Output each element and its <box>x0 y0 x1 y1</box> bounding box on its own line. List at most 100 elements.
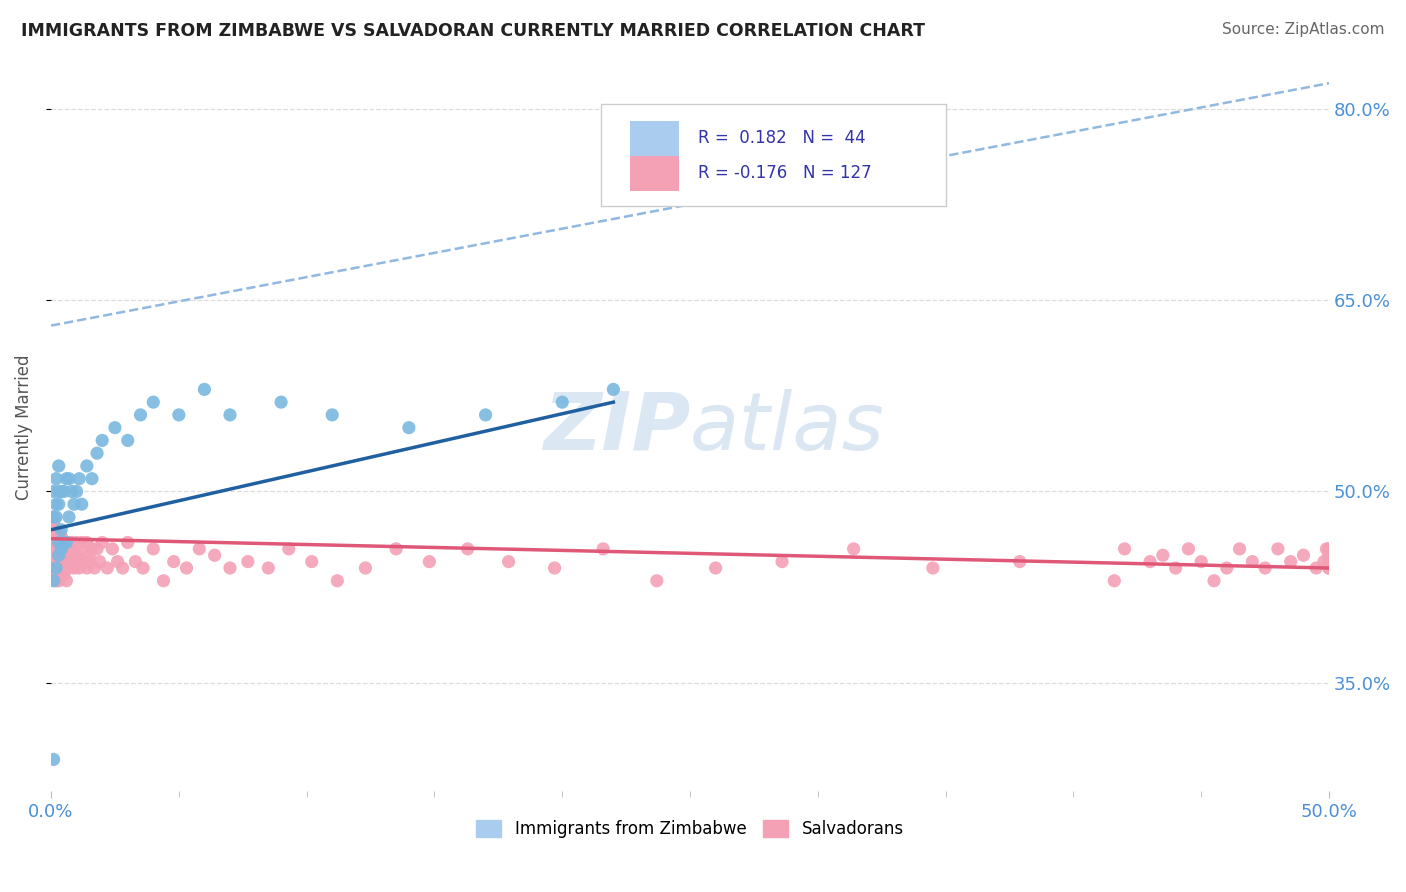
Point <box>48 567 70 582</box>
Point <box>117 535 139 549</box>
Point <box>79 548 101 562</box>
FancyBboxPatch shape <box>630 120 679 156</box>
Point <box>55 541 77 556</box>
Point <box>124 555 146 569</box>
Point <box>543 561 565 575</box>
Point <box>60 541 83 556</box>
Point <box>132 561 155 575</box>
Point <box>58 472 80 486</box>
Point <box>52 567 75 582</box>
Point <box>45 548 67 562</box>
Point <box>48 535 70 549</box>
Point <box>42 510 65 524</box>
Point <box>52 561 75 575</box>
Point <box>176 561 198 575</box>
Point <box>55 535 77 549</box>
Point <box>1254 561 1277 575</box>
Point <box>60 555 83 569</box>
Point <box>42 567 65 582</box>
Point <box>45 567 67 582</box>
Point <box>45 541 67 556</box>
Point <box>1202 574 1225 588</box>
Point <box>65 484 87 499</box>
Point <box>142 395 165 409</box>
Y-axis label: Currently Married: Currently Married <box>15 355 32 500</box>
Point <box>152 574 174 588</box>
Text: R = -0.176   N = 127: R = -0.176 N = 127 <box>697 164 872 182</box>
Point <box>204 548 226 562</box>
Point <box>1189 555 1212 569</box>
Point <box>48 541 70 556</box>
Point <box>1292 548 1315 562</box>
Point <box>42 516 65 531</box>
Point <box>1317 561 1340 575</box>
Point <box>86 446 108 460</box>
Point <box>301 555 323 569</box>
Point <box>219 561 242 575</box>
Point <box>58 535 80 549</box>
Point <box>45 574 67 588</box>
Point <box>48 484 70 499</box>
Point <box>101 541 124 556</box>
Point <box>55 555 77 569</box>
Point <box>277 541 299 556</box>
Point <box>645 574 668 588</box>
Point <box>58 548 80 562</box>
Point <box>142 541 165 556</box>
Point <box>842 541 865 556</box>
Point <box>48 548 70 562</box>
Point <box>52 535 75 549</box>
Point <box>76 561 98 575</box>
Point <box>42 535 65 549</box>
Point <box>48 574 70 588</box>
Point <box>55 472 77 486</box>
Point <box>1317 541 1340 556</box>
Point <box>45 510 67 524</box>
Point <box>91 434 114 448</box>
Point <box>1241 555 1264 569</box>
Point <box>45 535 67 549</box>
Point <box>498 555 520 569</box>
Point <box>42 561 65 575</box>
Point <box>1313 555 1336 569</box>
Point <box>42 574 65 588</box>
Point <box>70 497 93 511</box>
Point <box>67 561 90 575</box>
Point <box>48 555 70 569</box>
Point <box>770 555 793 569</box>
Point <box>592 541 614 556</box>
Point <box>76 458 98 473</box>
Point <box>45 561 67 575</box>
Point <box>1114 541 1136 556</box>
Point <box>42 541 65 556</box>
Point <box>48 561 70 575</box>
Point <box>1164 561 1187 575</box>
Point <box>219 408 242 422</box>
Point <box>51 535 73 549</box>
Point <box>89 555 111 569</box>
Point <box>1008 555 1031 569</box>
Point <box>42 484 65 499</box>
Point <box>107 555 129 569</box>
Point <box>1216 561 1239 575</box>
Point <box>321 408 343 422</box>
Text: ZIP: ZIP <box>543 389 690 467</box>
Point <box>96 561 118 575</box>
Point <box>129 408 152 422</box>
Point <box>42 523 65 537</box>
Point <box>457 541 479 556</box>
Point <box>236 555 259 569</box>
Point <box>67 472 90 486</box>
Point <box>326 574 349 588</box>
Point <box>45 535 67 549</box>
Point <box>52 548 75 562</box>
Point <box>63 561 86 575</box>
Point <box>42 752 65 766</box>
Point <box>58 561 80 575</box>
Point <box>921 561 943 575</box>
Point <box>418 555 440 569</box>
Point <box>91 535 114 549</box>
Point <box>45 529 67 543</box>
Point <box>1305 561 1327 575</box>
Point <box>86 541 108 556</box>
